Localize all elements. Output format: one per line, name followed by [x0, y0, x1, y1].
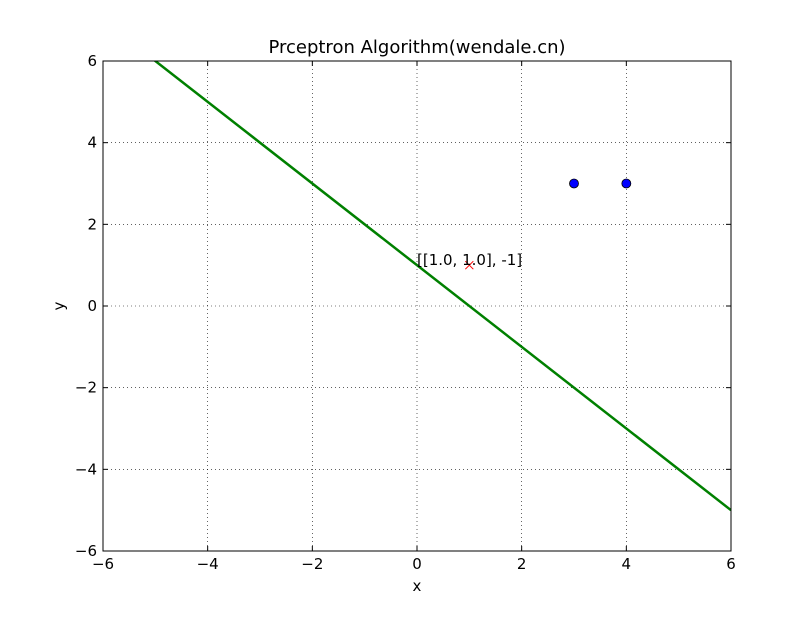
chart-title: Prceptron Algorithm(wendale.cn) [268, 37, 565, 58]
y-tick-label: −2 [75, 379, 97, 397]
y-tick-label: −4 [75, 460, 97, 478]
x-tick-label: 2 [517, 555, 527, 573]
series-layer [153, 61, 731, 512]
x-tick-label: −4 [197, 555, 219, 573]
y-tick-label: 0 [87, 297, 97, 315]
y-tick-label: 2 [87, 215, 97, 233]
data-point-negative [464, 260, 474, 270]
y-tick-label: −6 [75, 542, 97, 560]
x-tick-label: 0 [412, 555, 422, 573]
cross-marker-stroke [464, 260, 474, 270]
decision-boundary-line [153, 61, 731, 512]
x-axis-label: x [413, 577, 422, 595]
y-axis-label: y [50, 301, 68, 310]
x-tick-label: −2 [301, 555, 323, 573]
y-tick-label: 4 [87, 134, 97, 152]
plot-area [102, 60, 732, 552]
data-point-positive [621, 178, 632, 189]
y-tick-label: 6 [87, 52, 97, 70]
point-annotation: [[1.0, 1.0], -1] [417, 251, 522, 269]
x-tick-label: −6 [92, 555, 114, 573]
data-point-positive [569, 178, 579, 189]
x-tick-label: 4 [622, 555, 632, 573]
x-tick-label: 6 [726, 555, 736, 573]
